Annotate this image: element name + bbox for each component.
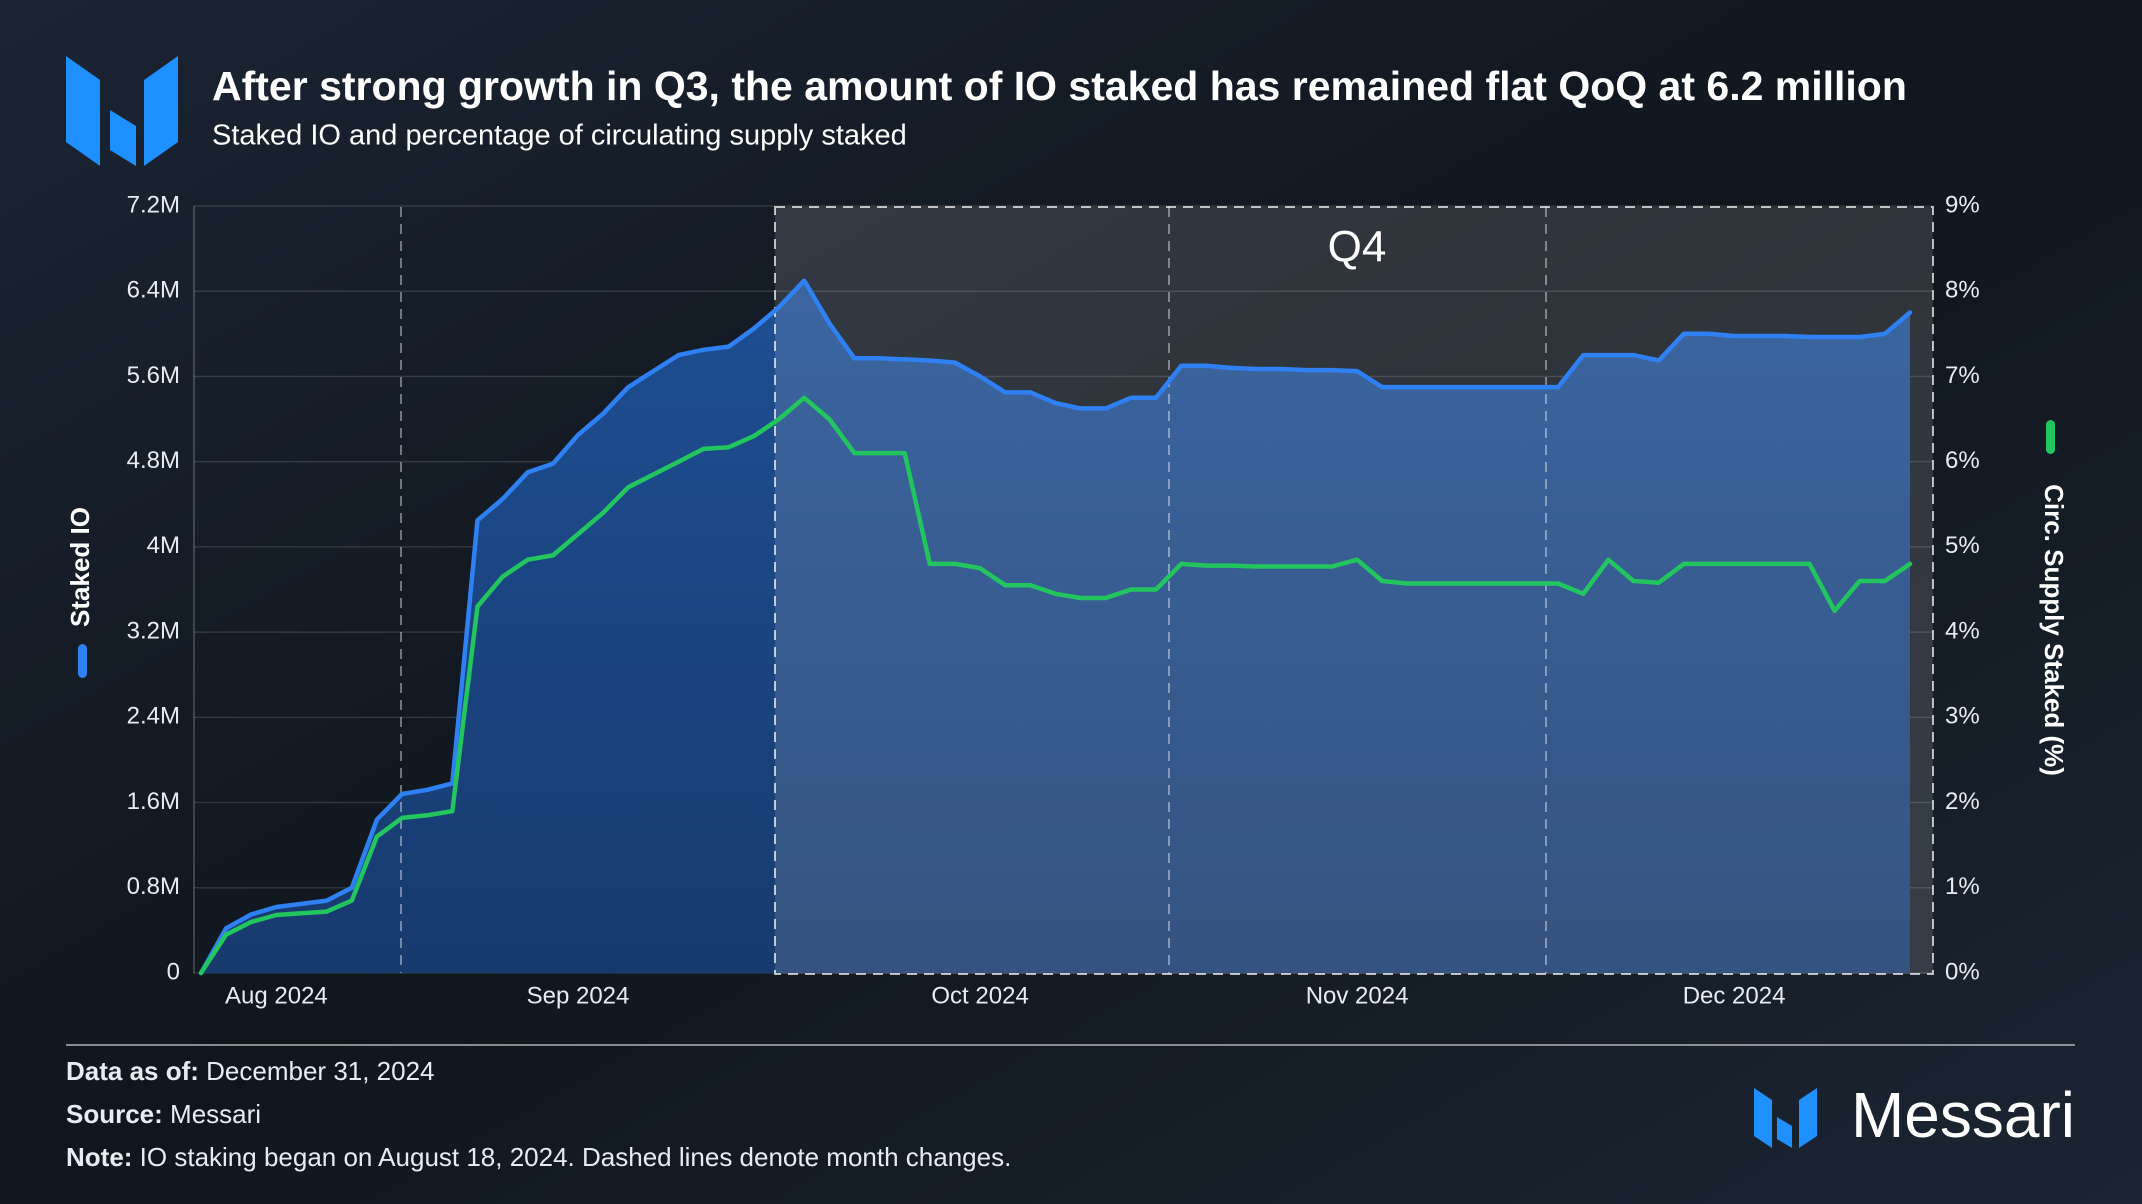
chart-title: After strong growth in Q3, the amount of… (212, 63, 1907, 109)
y2-tick-label: 4% (1945, 617, 1980, 644)
x-tick-label: Aug 2024 (225, 982, 328, 1009)
brand-name: Messari (1851, 1079, 2075, 1151)
y-tick-label: 2.4M (127, 703, 180, 730)
area-fill (201, 280, 1910, 974)
line-layer (198, 278, 1913, 976)
footer-date-label: Data as of: (66, 1056, 199, 1086)
x-tick-label: Dec 2024 (1683, 982, 1786, 1009)
y-tick-label: 4M (147, 532, 180, 559)
ticks: 0 0.8M 1.6M 2.4M 3.2M 4M 4.8M 5.6M 6.4M 7.2M 0% 1% 2… (127, 191, 1980, 1009)
footer-note-label: Note: (66, 1142, 132, 1172)
logo (66, 56, 178, 166)
y-tick-label: 3.2M (127, 617, 180, 644)
footer-note-value: IO staking began on August 18, 2024. Das… (140, 1142, 1012, 1172)
y2-tick-label: 2% (1945, 788, 1980, 815)
y2-tick-label: 1% (1945, 873, 1980, 900)
x-tick-label: Oct 2024 (931, 982, 1028, 1009)
series-line (198, 395, 1913, 976)
y-tick-label: 6.4M (127, 277, 180, 304)
y2-tick-label: 0% (1945, 958, 1980, 985)
chart-subtitle: Staked IO and percentage of circulating … (212, 120, 907, 152)
q4-label: Q4 (1328, 223, 1387, 272)
q4-highlight (774, 206, 1934, 975)
y-tick-label: 1.6M (127, 788, 180, 815)
area-layer (201, 280, 1910, 974)
y-tick-label: 0.8M (127, 873, 180, 900)
y-axis-title: Staked IO (65, 507, 95, 627)
y-tick-label: 7.2M (127, 191, 180, 218)
footer-note: Note: IO staking began on August 18, 202… (66, 1142, 1011, 1172)
y2-tick-label: 3% (1945, 703, 1980, 730)
y2-axis-title: Circ. Supply Staked (%) (2039, 484, 2069, 776)
month-dividers (400, 207, 1547, 973)
footer-date-value: December 31, 2024 (206, 1056, 434, 1086)
y2-tick-label: 9% (1945, 191, 1980, 218)
footer-date: Data as of: December 31, 2024 (66, 1056, 435, 1086)
footer-source-label: Source: (66, 1099, 163, 1129)
x-tick-label: Sep 2024 (527, 982, 630, 1009)
x-tick-label: Nov 2024 (1306, 982, 1409, 1009)
y2-tick-label: 8% (1945, 277, 1980, 304)
footer-source: Source: Messari (66, 1099, 261, 1129)
series-line (198, 278, 1913, 976)
y2-tick-label: 5% (1945, 532, 1980, 559)
y-tick-label: 0 (167, 958, 180, 985)
legend-swatch (2046, 420, 2055, 454)
y2-tick-label: 7% (1945, 362, 1980, 389)
y-tick-label: 4.8M (127, 447, 180, 474)
legend-swatch (78, 644, 87, 678)
brand-logo (1754, 1088, 1817, 1148)
footer-source-value: Messari (170, 1099, 261, 1129)
y-tick-label: 5.6M (127, 362, 180, 389)
y2-tick-label: 6% (1945, 447, 1980, 474)
